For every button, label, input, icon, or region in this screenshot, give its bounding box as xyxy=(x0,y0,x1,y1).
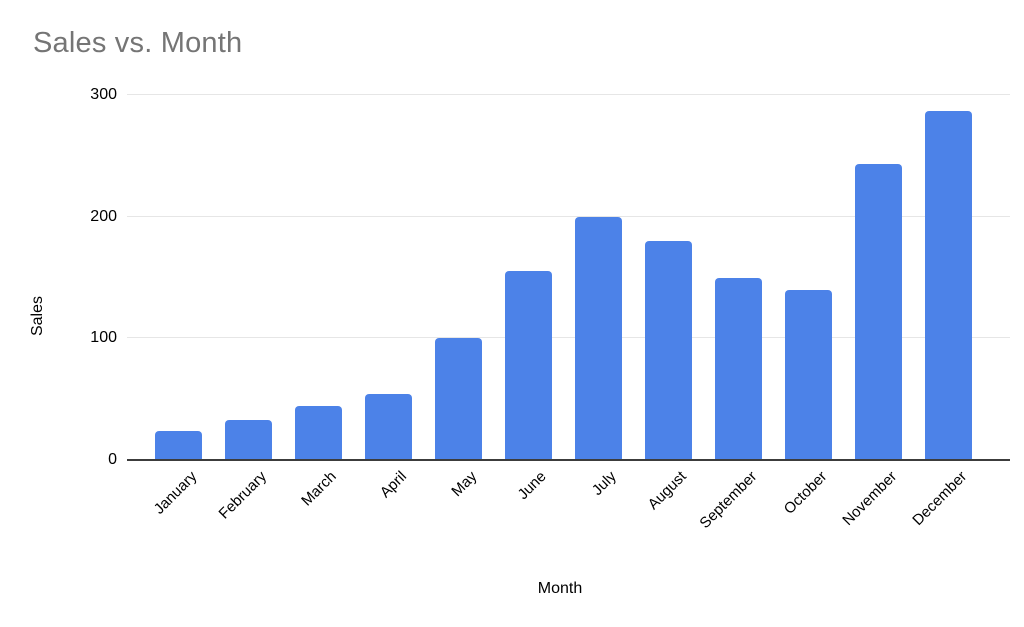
x-axis-line xyxy=(127,459,1010,461)
bar-december[interactable] xyxy=(924,110,972,460)
x-tick-label-may: May xyxy=(447,468,481,501)
bar-november[interactable] xyxy=(854,164,902,460)
bar-january[interactable] xyxy=(154,430,202,460)
x-tick-label-january: January xyxy=(150,468,201,518)
x-tick-label-june: June xyxy=(514,468,551,504)
bar-slot-may xyxy=(423,95,493,460)
bar-march[interactable] xyxy=(294,406,342,460)
bar-february[interactable] xyxy=(224,419,272,460)
x-tick-label-march: March xyxy=(298,468,341,510)
y-axis-tick-labels: 0 100 200 300 xyxy=(0,86,117,468)
bars-container xyxy=(127,95,1010,460)
x-tick-label-october: October xyxy=(780,468,831,518)
chart-title: Sales vs. Month xyxy=(33,27,243,59)
bar-slot-february xyxy=(213,95,283,460)
y-tick-label-0: 0 xyxy=(108,451,117,468)
gridline-200 xyxy=(127,215,1010,217)
gridline-300 xyxy=(127,94,1010,95)
bar-slot-december xyxy=(913,95,983,460)
bar-august[interactable] xyxy=(644,241,692,460)
bar-september[interactable] xyxy=(714,277,762,460)
x-tick-label-august: August xyxy=(644,468,691,514)
x-tick-label-november: November xyxy=(839,468,901,529)
y-tick-label-100: 100 xyxy=(90,329,117,347)
bar-april[interactable] xyxy=(364,394,412,460)
bar-slot-august xyxy=(633,95,703,460)
x-tick-label-april: April xyxy=(376,468,411,502)
bar-slot-march xyxy=(283,95,353,460)
plot-area xyxy=(127,94,1010,461)
bar-june[interactable] xyxy=(504,271,552,460)
y-tick-label-300: 300 xyxy=(90,86,117,103)
bar-slot-january xyxy=(143,95,213,460)
x-axis-tick-labels: January February March April May June July Augu… xyxy=(127,468,1010,578)
bar-may[interactable] xyxy=(434,338,482,460)
x-axis-title: Month xyxy=(537,580,583,597)
x-tick-label-september: September xyxy=(696,468,761,532)
bar-slot-november xyxy=(843,95,913,460)
gridline-100 xyxy=(127,337,1010,339)
bar-july[interactable] xyxy=(574,216,622,460)
bar-slot-july xyxy=(563,95,633,460)
bar-slot-september xyxy=(703,95,773,460)
x-tick-label-february: February xyxy=(215,468,271,523)
x-tick-label-december: December xyxy=(909,468,971,529)
bar-slot-june xyxy=(493,95,563,460)
bar-october[interactable] xyxy=(784,289,832,460)
bar-slot-april xyxy=(353,95,423,460)
x-tick-label-july: July xyxy=(589,468,621,499)
y-tick-label-200: 200 xyxy=(90,207,117,225)
bar-slot-october xyxy=(773,95,843,460)
